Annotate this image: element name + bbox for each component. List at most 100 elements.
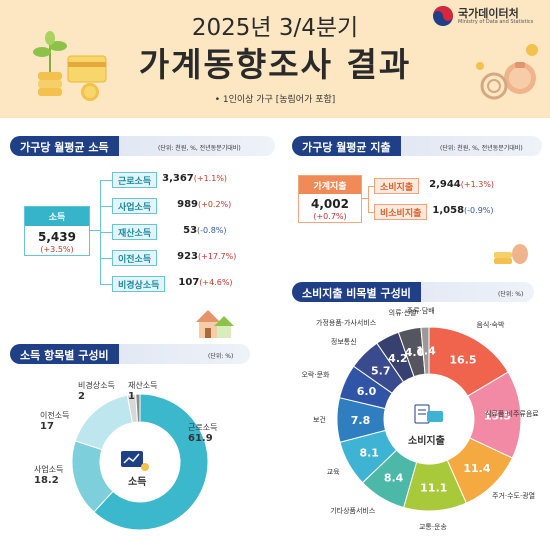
slice-value-label: 16.5	[449, 353, 476, 366]
consumption-comp-unit: (단위: %)	[498, 291, 524, 298]
connector	[368, 212, 374, 213]
consumption-category-label: 오락·문화	[301, 370, 330, 379]
income-item-change: (+1.1%)	[193, 174, 228, 183]
income-item-transfer: 이전소득 923(+17.7%)	[112, 250, 236, 266]
slice-value: 61.9	[188, 433, 213, 444]
slice-value-label: 1.4	[416, 345, 436, 358]
slice-value-label: 15.5	[484, 410, 511, 423]
donut-slice	[135, 393, 141, 423]
connector	[100, 180, 112, 181]
expense-unit: (단위: 천원, %, 전년동분기대비)	[440, 145, 523, 152]
income-total-change: (+3.5%)	[40, 245, 74, 254]
consumption-comp-section-title: 소비지출 비목별 구성비	[292, 282, 421, 302]
donut-slice	[93, 393, 209, 531]
income-item-label: 비경상소득	[112, 276, 166, 292]
expense-section-title: 가구당 월평균 지출	[292, 136, 401, 156]
connector	[90, 230, 100, 231]
slice-value-label: 7.8	[351, 414, 371, 427]
expense-item-change: (+1.3%)	[460, 180, 495, 189]
consumption-category-label: 주거·수도·광열	[492, 492, 536, 501]
donut-slice	[420, 326, 430, 375]
slice-label: 비경상소득	[78, 381, 115, 390]
income-item-change: (+4.6%)	[199, 278, 233, 287]
expense-item-consumption: 소비지출 2,944(+1.3%)	[374, 178, 494, 194]
expense-item-value: 1,058	[432, 205, 465, 216]
income-item-value: 107	[178, 277, 200, 288]
income-comp-nonrecurring: 비경상소득 2	[78, 380, 115, 402]
income-item-nonrecurring: 비경상소득 107(+4.6%)	[112, 276, 233, 292]
consumption-category-label: 식료품·비주류음료	[485, 409, 539, 418]
consumption-category-label: 가정용품·가사서비스	[316, 318, 377, 327]
expense-item-nonconsumption: 비소비지출 1,058(-0.9%)	[374, 204, 494, 220]
org-logo: 국가데이터처 Ministry of Data and Statistics	[432, 4, 542, 30]
consumption-category-label: 교육	[326, 467, 340, 476]
income-item-change: (-0.8%)	[197, 226, 227, 235]
income-item-label: 근로소득	[112, 172, 158, 188]
coin-stack-illustration	[494, 244, 528, 264]
income-item-earned: 근로소득 3,367(+1.1%)	[112, 172, 227, 188]
consumption-category-label: 주류·담배	[406, 307, 435, 316]
slice-value-label: 6.0	[357, 385, 377, 398]
slice-label: 근로소득	[188, 423, 218, 432]
header-banner: 2025년 3/4분기 가계동향조사 결과 • 1인이상 가구 [농림어가 포함…	[0, 0, 550, 118]
slice-value-label: 8.4	[384, 472, 404, 485]
house-illustration	[196, 310, 234, 338]
income-item-label: 사업소득	[112, 198, 158, 214]
consumption-category-label: 음식·숙박	[476, 321, 505, 330]
income-total-box: 소득 5,439 (+3.5%)	[24, 206, 90, 256]
income-comp-earned: 근로소득 61.9	[188, 422, 217, 444]
slice-value-label: 11.1	[420, 481, 447, 494]
consumption-category-label: 교통·운송	[418, 522, 447, 531]
slice-label: 이전소득	[40, 411, 70, 420]
income-item-label: 이전소득	[112, 250, 158, 266]
income-item-label: 재산소득	[112, 224, 158, 240]
slice-value-label: 8.1	[359, 446, 379, 459]
year-quarter: 2025년 3/4분기	[191, 15, 359, 41]
connector	[362, 198, 368, 199]
income-unit: (단위: 천원, %, 전년동분기대비)	[158, 145, 241, 152]
slice-value: 2	[78, 391, 85, 402]
income-section-title: 가구당 월평균 소득	[10, 136, 119, 156]
income-comp-transfer: 이전소득 17	[40, 410, 69, 432]
savings-plant-illustration	[33, 31, 107, 101]
slice-value: 17	[40, 421, 54, 432]
consumption-category-label: 보건	[313, 416, 326, 425]
consumption-category-label: 기타상품서비스	[330, 507, 376, 516]
expense-item-value: 2,944	[429, 179, 461, 190]
income-donut-center-label: 소득	[128, 477, 147, 488]
income-composition-donut	[71, 393, 209, 531]
income-total-label: 소득	[25, 207, 89, 226]
survey-scope: • 1인이상 가구 [농림어가 포함]	[214, 95, 336, 105]
connector	[100, 258, 112, 259]
income-comp-unit: (단위: %)	[208, 353, 234, 360]
income-total-value: 5,439	[38, 230, 76, 244]
income-item-business: 사업소득 989(+0.2%)	[112, 198, 231, 214]
slice-value-label: 11.4	[463, 462, 490, 475]
slice-value-label: 4.0	[405, 346, 425, 359]
expense-item-change: (-0.9%)	[464, 206, 494, 215]
connector	[100, 232, 112, 233]
taegeuk-icon	[433, 6, 453, 26]
expense-total-value: 4,002	[311, 197, 349, 211]
income-item-value: 3,367	[162, 173, 194, 184]
slice-label: 사업소득	[34, 465, 64, 474]
slice-value: 18.2	[34, 475, 59, 486]
connector	[368, 186, 369, 212]
income-item-change: (+0.2%)	[198, 200, 232, 209]
chart-screen-icon	[121, 451, 149, 471]
expense-item-label: 비소비지출	[374, 204, 428, 220]
income-item-value: 53	[183, 225, 198, 236]
slice-value: 1	[128, 391, 135, 402]
connector	[100, 284, 112, 285]
slice-label: 재산소득	[128, 381, 158, 390]
income-item-property: 재산소득 53(-0.8%)	[112, 224, 227, 240]
expense-total-change: (+0.7%)	[313, 212, 347, 221]
consumption-composition-donut: 16.5 15.5 11.4 11.1 8.4 8.1 7.8 6.0 5.74.24.01.4	[336, 326, 522, 512]
org-name-en: Ministry of Data and Statistics	[458, 19, 534, 25]
slice-value-label: 5.7	[371, 364, 391, 377]
slice-value-label: 4.2	[388, 352, 408, 365]
income-comp-section-title: 소득 항목별 구성비	[10, 344, 119, 364]
income-comp-business: 사업소득 18.2	[34, 464, 63, 486]
consumption-category-label: 의류·신발	[388, 309, 417, 318]
expense-total-box: 가계지출 4,002 (+0.7%)	[298, 175, 362, 223]
